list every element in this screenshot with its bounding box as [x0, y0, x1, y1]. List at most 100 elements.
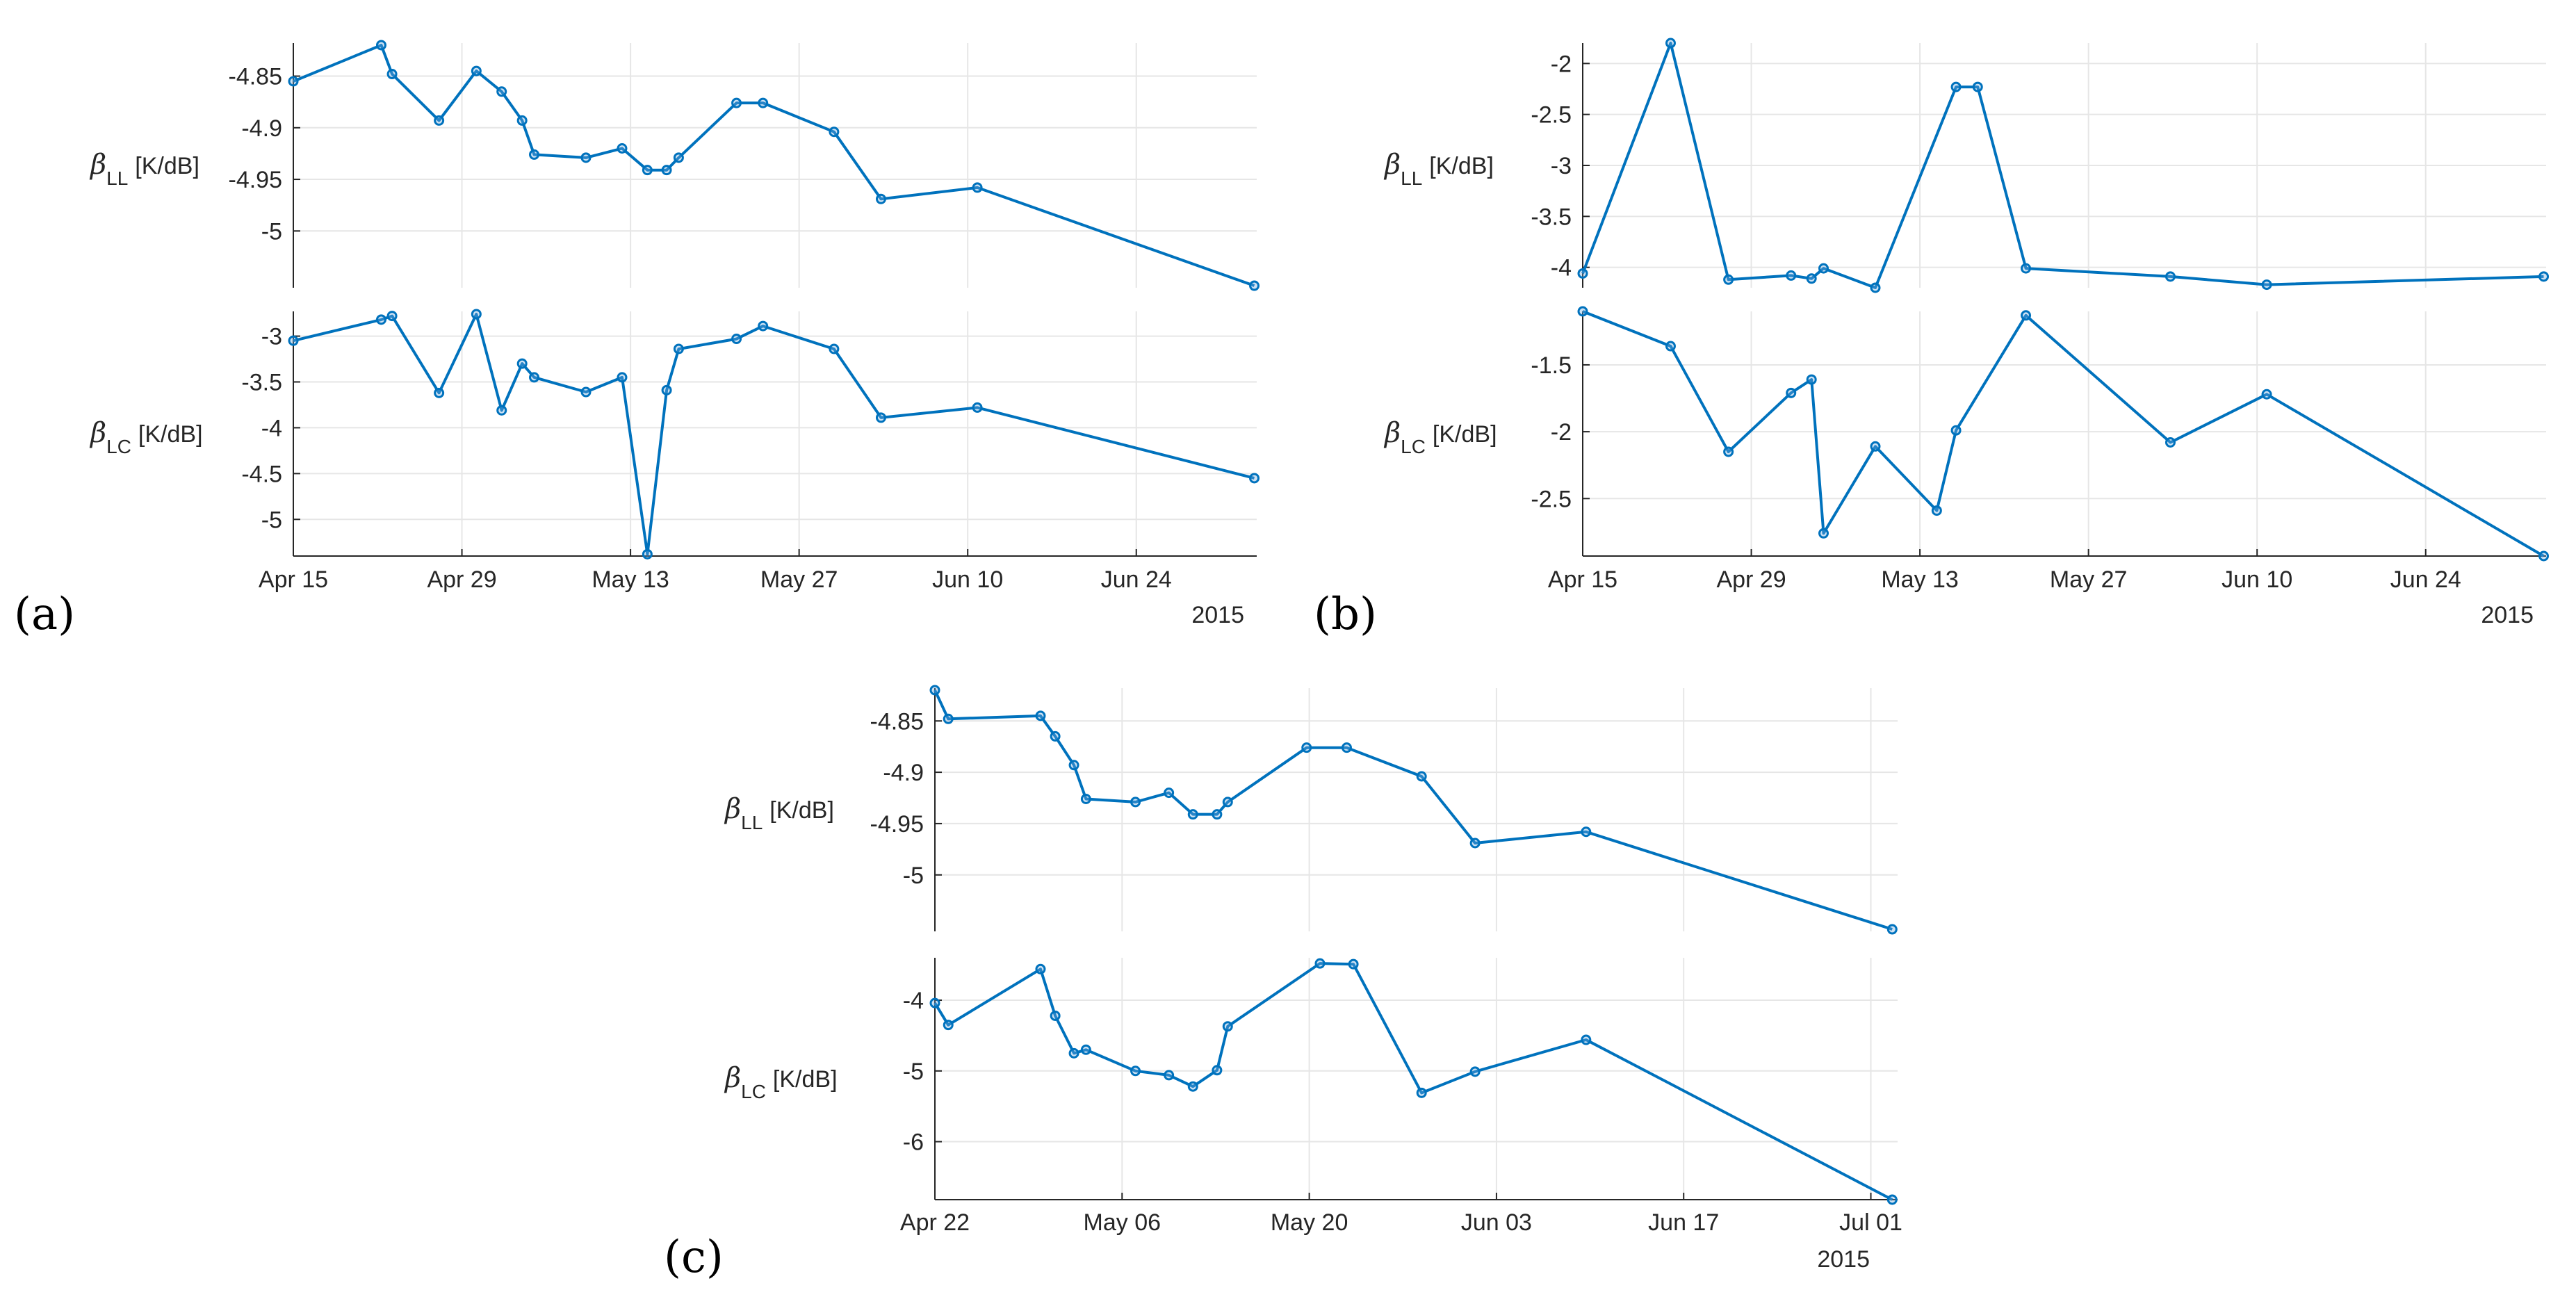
- panel-b-ll-ytick-label: -4: [1551, 255, 1572, 281]
- panel-c-lc-data-point: [1130, 1066, 1141, 1077]
- panel-c-ll-data-point: [1222, 797, 1233, 808]
- panel-b-lc-data-point: [1870, 441, 1881, 452]
- panel-c-ll-data-point: [1068, 760, 1079, 771]
- panel-c-lc-ylabel-unit: [K/dB]: [773, 1066, 838, 1093]
- panel-a-lc-ytick-label: -3: [261, 324, 282, 350]
- panel-b-ll-plot: -2 -2.5 -3 -3.5 -4 βLL [K/dB]: [1383, 38, 2550, 293]
- panel-c-lc-data-point: [1212, 1065, 1223, 1076]
- panel-a-ll-data-point: [375, 40, 386, 51]
- panel-c-ll-series-line: [934, 689, 1893, 931]
- panel-c-lc-data-point: [1035, 963, 1046, 974]
- panel-a-ll-data-point: [496, 86, 507, 97]
- panel-c-ll-data-point: [1035, 710, 1046, 721]
- panel-a-lc-data-point: [875, 412, 886, 423]
- panel-c-ll-ytick-label: -4.95: [870, 811, 924, 838]
- panel-c-label: (c): [664, 1232, 724, 1283]
- panel-b-ll-data-point: [1665, 38, 1676, 49]
- panel-a-ll-data-point: [875, 193, 886, 204]
- panel-b-lc-ytick-label: -2: [1551, 419, 1572, 446]
- panel-a-ll-ylabel: βLL [K/dB]: [89, 149, 199, 189]
- panel-c-ll-data-point: [1164, 787, 1175, 799]
- panel-b-xtick-label: Jun 24: [2390, 566, 2461, 593]
- panel-a-lc-data-point: [471, 309, 482, 320]
- panel-a-ll-data-point: [972, 182, 983, 193]
- panel-a-ll-data-point: [580, 152, 592, 163]
- panel-a-ll-ytick-label: -4.9: [241, 115, 282, 142]
- panel-b-lc-plot: -1.5 -2 -2.5 Apr 15 Apr 29 May 13 May 27 Jun 10…: [1383, 306, 2550, 593]
- panel-a-label: (a): [14, 589, 75, 640]
- panel-b-lc-data-point: [1786, 387, 1797, 398]
- panel-c-lc-ylabel: βLC [K/dB]: [724, 1062, 838, 1102]
- panel-c-ll-data-point: [1080, 793, 1091, 804]
- panel-a-ll-ylabel-unit: [K/dB]: [135, 153, 199, 179]
- panel-c-lc-ylabel-symbol: β: [724, 1062, 741, 1094]
- panel-a-lc-ytick-label: -4: [261, 415, 282, 441]
- panel-c-ll-data-point: [929, 685, 940, 696]
- panel-a-ll-ytick-label: -5: [261, 218, 282, 245]
- panel-b-lc-data-point: [1818, 528, 1829, 539]
- panel-a-lc-ylabel-unit: [K/dB]: [138, 421, 203, 448]
- panel-a-ll-data-point: [617, 142, 628, 154]
- panel-a-ll-data-point: [471, 65, 482, 76]
- panel-b-ll-data-point: [1818, 263, 1829, 274]
- panel-c-lc-data-point: [1314, 958, 1326, 969]
- panel-a-lc-data-point: [731, 334, 742, 345]
- panel-a-lc-ylabel-symbol: β: [89, 417, 106, 449]
- panel-b-xtick-label: May 27: [2050, 566, 2128, 593]
- panel-a-lc-ytick-label: -5: [261, 507, 282, 533]
- panel-a-ll-data-point: [758, 97, 769, 108]
- panel-b-lc-data-point: [1723, 446, 1734, 457]
- panel-c-lc-data-point: [1080, 1044, 1091, 1055]
- panel-c-lc-data-point: [1469, 1066, 1481, 1077]
- panel-b-lc-data-point: [1665, 341, 1676, 352]
- panel-c-lc-data-point: [1348, 958, 1359, 970]
- panel-c-lc-data-point: [1050, 1010, 1061, 1021]
- panel-a-lc-data-point: [661, 384, 672, 395]
- panel-c-ll-data-point: [1341, 742, 1352, 753]
- panel-b-lc-data-point: [1950, 425, 1962, 436]
- panel-b-ll-data-point: [2021, 263, 2032, 274]
- panel-a-lc-data-point: [288, 335, 299, 346]
- panel-c-lc-data-point: [943, 1020, 954, 1031]
- panel-a-ll-data-point: [386, 69, 398, 80]
- panel-b-ll-ytick-label: -2: [1551, 51, 1572, 77]
- panel-a-ll-data-point: [529, 149, 539, 160]
- panel-c-lc-ytick-label: -5: [903, 1059, 924, 1085]
- panel-a-lc-ytick-label: -3.5: [241, 370, 282, 396]
- panel-a-xtick-label: Apr 15: [259, 566, 328, 593]
- panel-b-label: (b): [1314, 589, 1377, 640]
- panel-c-ll-data-point: [1050, 730, 1061, 742]
- panel-a-ll-data-point: [829, 126, 840, 138]
- panel-c-ll-data-point: [1581, 826, 1592, 838]
- panel-a-lc-data-point: [972, 402, 983, 413]
- panel-c-lc-series-line: [934, 962, 1893, 1201]
- panel-c-ll-plot: -4.85 -4.9 -4.95 -5 βLL [K/dB]: [724, 685, 1898, 935]
- panel-c-ll-data-point: [1212, 809, 1223, 820]
- panel-a-ll-data-point: [661, 165, 672, 176]
- panel-a-ll-ytick-label: -4.95: [229, 167, 283, 193]
- panel-b-ll-ytick-label: -3.5: [1531, 204, 1572, 230]
- panel-b-lc-ytick-label: -2.5: [1531, 486, 1572, 512]
- panel-b-xtick-label: Jun 10: [2222, 566, 2292, 593]
- panel-c-lc-data-point: [1416, 1087, 1427, 1098]
- panel-b-ll-data-point: [2261, 279, 2272, 291]
- panel-a-ll-data-point: [288, 76, 299, 87]
- panel-c-xtick-label: Jun 17: [1648, 1209, 1719, 1236]
- panel-c-ll-ytick-label: -5: [903, 863, 924, 889]
- panel-a-lc-data-point: [617, 372, 628, 383]
- panel-a-lc-data-point: [829, 343, 840, 354]
- panel-b-lc-ylabel-sub: LC: [1401, 436, 1426, 457]
- panel-b-ll-data-point: [1806, 273, 1817, 284]
- panel-a-ll-plot: -4.85 -4.9 -4.95 -5 βLL [K/dB]: [89, 40, 1260, 291]
- panel-c-lc-data-point: [929, 997, 940, 1009]
- panel-c-lc-data-point: [1886, 1194, 1898, 1205]
- panel-a-lc-data-point: [496, 405, 507, 416]
- panel-c-xtick-label: Jun 03: [1461, 1209, 1532, 1236]
- panel-b-ll-data-point: [1972, 81, 1983, 92]
- panel-b-lc-data-point: [2261, 389, 2272, 400]
- panel-a-lc-data-point: [434, 387, 445, 398]
- panel-c-lc-data-point: [1187, 1081, 1198, 1092]
